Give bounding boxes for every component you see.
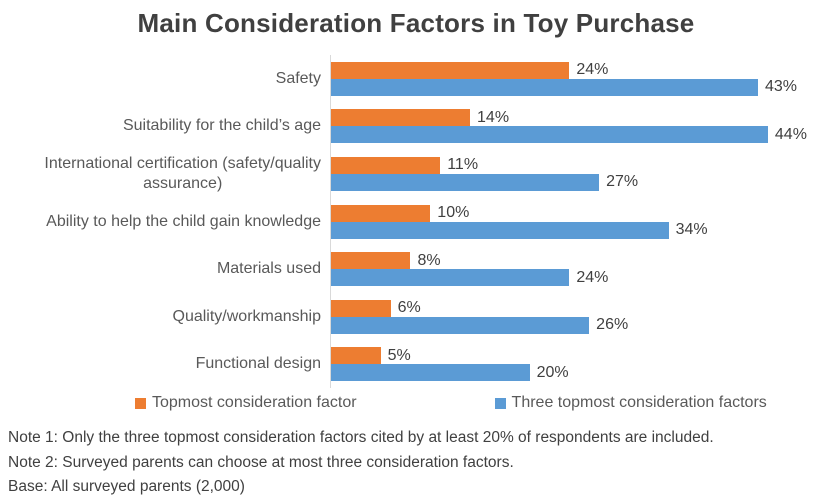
chart-title: Main Consideration Factors in Toy Purcha… bbox=[137, 8, 695, 38]
bar-three-topmost bbox=[331, 364, 530, 382]
bar-line: 20% bbox=[331, 363, 832, 382]
plot-area: Safety 24% 43% Suitability for the child’s … bbox=[0, 55, 832, 388]
legend: Topmost consideration factor Three topmo… bbox=[135, 394, 767, 412]
y-axis-line bbox=[330, 55, 331, 388]
data-label: 43% bbox=[764, 78, 798, 96]
category-row: Materials used 8% 24% bbox=[0, 245, 832, 293]
bar-topmost bbox=[331, 109, 471, 127]
bar-line: 5% bbox=[331, 346, 832, 365]
bar-three-topmost bbox=[331, 269, 570, 287]
legend-label-topmost: Topmost consideration factor bbox=[152, 394, 357, 411]
category-label: Suitability for the child’s age bbox=[122, 117, 321, 135]
bar-line: 6% bbox=[331, 299, 832, 317]
data-label: 5% bbox=[387, 346, 411, 364]
category-row: Suitability for the child’s age 14% 44% bbox=[0, 103, 832, 151]
bar-topmost bbox=[331, 156, 441, 174]
notes: Note 1: Only the three topmost considera… bbox=[8, 426, 824, 500]
bar-line: 11% bbox=[331, 156, 832, 174]
bar-three-topmost bbox=[331, 316, 590, 334]
data-label: 10% bbox=[437, 204, 470, 222]
bar-topmost bbox=[331, 299, 391, 317]
category-label: Functional design bbox=[195, 355, 321, 373]
data-label: 8% bbox=[417, 251, 441, 269]
category-label: International certification (safety/qual… bbox=[44, 154, 321, 192]
category-bars: 14% 44% bbox=[331, 108, 832, 144]
data-label: 24% bbox=[576, 268, 609, 286]
category-bars: 10% 34% bbox=[331, 204, 832, 239]
category-bars: 6% 26% bbox=[331, 299, 832, 334]
legend-item-topmost: Topmost consideration factor bbox=[135, 394, 357, 412]
data-label: 27% bbox=[606, 173, 639, 191]
chart-rows: Safety 24% 43% Suitability for the child’s … bbox=[0, 55, 832, 388]
data-label: 6% bbox=[397, 299, 421, 317]
category-row: Functional design 5% 20% bbox=[0, 340, 832, 388]
legend-item-three-topmost: Three topmost consideration factors bbox=[494, 394, 767, 412]
data-label: 11% bbox=[447, 156, 479, 174]
bar-topmost bbox=[331, 204, 431, 222]
bar-topmost bbox=[331, 252, 411, 270]
category-row: International certification (safety/qual… bbox=[0, 150, 832, 198]
bar-line: 8% bbox=[331, 251, 832, 270]
bar-three-topmost bbox=[331, 126, 768, 144]
category-bars: 11% 27% bbox=[331, 156, 832, 191]
category-row: Ability to help the child gain knowledge… bbox=[0, 198, 832, 246]
bar-three-topmost bbox=[331, 78, 758, 96]
data-label: 26% bbox=[596, 316, 629, 334]
bar-line: 24% bbox=[331, 61, 832, 79]
data-label: 14% bbox=[477, 108, 510, 126]
bar-line: 44% bbox=[331, 125, 832, 144]
data-label: 24% bbox=[576, 61, 609, 79]
bar-topmost bbox=[331, 347, 381, 365]
bar-three-topmost bbox=[331, 221, 669, 239]
note-1: Note 1: Only the three topmost considera… bbox=[8, 429, 714, 446]
note-2: Note 2: Surveyed parents can choose at m… bbox=[8, 453, 514, 471]
bar-line: 43% bbox=[331, 78, 832, 96]
bar-line: 10% bbox=[331, 204, 832, 222]
bar-topmost bbox=[331, 61, 570, 79]
bar-line: 27% bbox=[331, 173, 832, 191]
bar-line: 14% bbox=[331, 108, 832, 127]
note-base: Base: All surveyed parents (2,000) bbox=[8, 478, 245, 495]
category-row: Quality/workmanship 6% 26% bbox=[0, 293, 832, 341]
bar-line: 34% bbox=[331, 221, 832, 239]
category-row: Safety 24% 43% bbox=[0, 55, 832, 103]
category-bars: 8% 24% bbox=[331, 251, 832, 287]
category-bars: 5% 20% bbox=[331, 346, 832, 382]
bar-line: 24% bbox=[331, 268, 832, 287]
category-label: Safety bbox=[275, 69, 321, 87]
legend-swatch-orange-icon bbox=[135, 397, 146, 409]
category-bars: 24% 43% bbox=[331, 61, 832, 96]
data-label: 34% bbox=[675, 221, 708, 239]
data-label: 44% bbox=[774, 125, 807, 143]
bar-line: 26% bbox=[331, 316, 832, 334]
bar-three-topmost bbox=[331, 173, 600, 191]
category-label: Ability to help the child gain knowledge bbox=[46, 212, 321, 230]
legend-label-three-topmost: Three topmost consideration factors bbox=[511, 394, 767, 411]
category-label: Materials used bbox=[216, 260, 321, 278]
category-label: Quality/workmanship bbox=[172, 307, 322, 325]
legend-swatch-blue-icon bbox=[494, 397, 506, 409]
data-label: 20% bbox=[536, 363, 569, 381]
